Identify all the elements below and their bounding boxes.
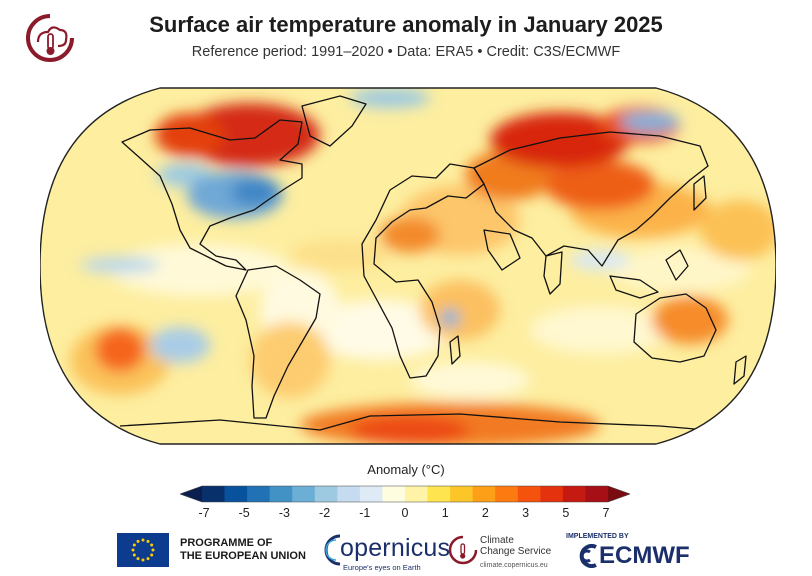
colorbar-segment bbox=[202, 486, 225, 502]
colorbar-segment bbox=[585, 486, 609, 502]
anomaly-map bbox=[40, 80, 776, 452]
eu-flag-icon bbox=[117, 533, 169, 567]
colorbar-max-extension bbox=[608, 486, 630, 502]
colorbar-tick-label: -2 bbox=[319, 506, 331, 520]
colorbar-segment bbox=[405, 486, 428, 502]
colorbar-tick-label: -3 bbox=[278, 506, 290, 520]
page-title: Surface air temperature anomaly in Janua… bbox=[149, 12, 663, 37]
colorbar-segment bbox=[562, 486, 586, 502]
ecmwf-implemented-label: IMPLEMENTED BY bbox=[566, 533, 629, 540]
colorbar-tick-label: 1 bbox=[441, 506, 449, 520]
page-subtitle: Reference period: 1991–2020 • Data: ERA5… bbox=[191, 44, 621, 60]
colorbar-title: Anomaly (°C) bbox=[367, 462, 445, 477]
colorbar-segment bbox=[224, 486, 248, 502]
colorbar-segment bbox=[427, 486, 451, 502]
eu-line-1: PROGRAMME OF bbox=[180, 537, 273, 549]
colorbar-min-extension bbox=[180, 486, 202, 502]
c3s-small-logo-icon bbox=[448, 535, 478, 565]
colorbar-segment bbox=[292, 486, 316, 502]
eu-line-2: THE EUROPEAN UNION bbox=[180, 550, 306, 562]
colorbar-segment bbox=[450, 486, 474, 502]
colorbar-segment bbox=[247, 486, 271, 502]
colorbar-segment bbox=[517, 486, 541, 502]
colorbar-segment bbox=[314, 486, 338, 502]
ecmwf-logo-icon bbox=[579, 544, 597, 568]
eu-programme-label: PROGRAMME OF THE EUROPEAN UNION bbox=[180, 537, 306, 563]
colorbar-segment bbox=[269, 486, 293, 502]
colorbar-ticks: -7 -5 -3 -2 -1 0 1 2 3 5 7 bbox=[180, 506, 630, 524]
colorbar-tick-label: -7 bbox=[198, 506, 210, 520]
colorbar-tick-label: 5 bbox=[562, 506, 570, 520]
colorbar-tick-label: 3 bbox=[522, 506, 530, 520]
c3s-label: Climate Change Service bbox=[480, 535, 551, 557]
copernicus-tagline: Europe's eyes on Earth bbox=[343, 563, 421, 572]
c3s-line-1: Climate bbox=[480, 535, 514, 546]
colorbar-segment bbox=[382, 486, 406, 502]
colorbar-segment bbox=[359, 486, 383, 502]
c3s-thermometer-logo-icon bbox=[26, 14, 74, 62]
colorbar-tick-label: -1 bbox=[359, 506, 371, 520]
colorbar-segment bbox=[495, 486, 519, 502]
colorbar-segment bbox=[540, 486, 564, 502]
colorbar-tick-label: 7 bbox=[602, 506, 610, 520]
colorbar-tick-label: 0 bbox=[401, 506, 409, 520]
colorbar bbox=[180, 485, 630, 503]
colorbar-tick-label: -5 bbox=[238, 506, 250, 520]
colorbar-tick-label: 2 bbox=[481, 506, 489, 520]
c3s-url: climate.copernicus.eu bbox=[480, 562, 548, 569]
copernicus-logo-icon bbox=[324, 534, 341, 566]
copernicus-wordmark: opernicus bbox=[340, 534, 451, 562]
ecmwf-wordmark: ECMWF bbox=[599, 542, 690, 569]
colorbar-segment bbox=[472, 486, 496, 502]
colorbar-segment bbox=[337, 486, 361, 502]
c3s-line-2: Change Service bbox=[480, 546, 552, 557]
